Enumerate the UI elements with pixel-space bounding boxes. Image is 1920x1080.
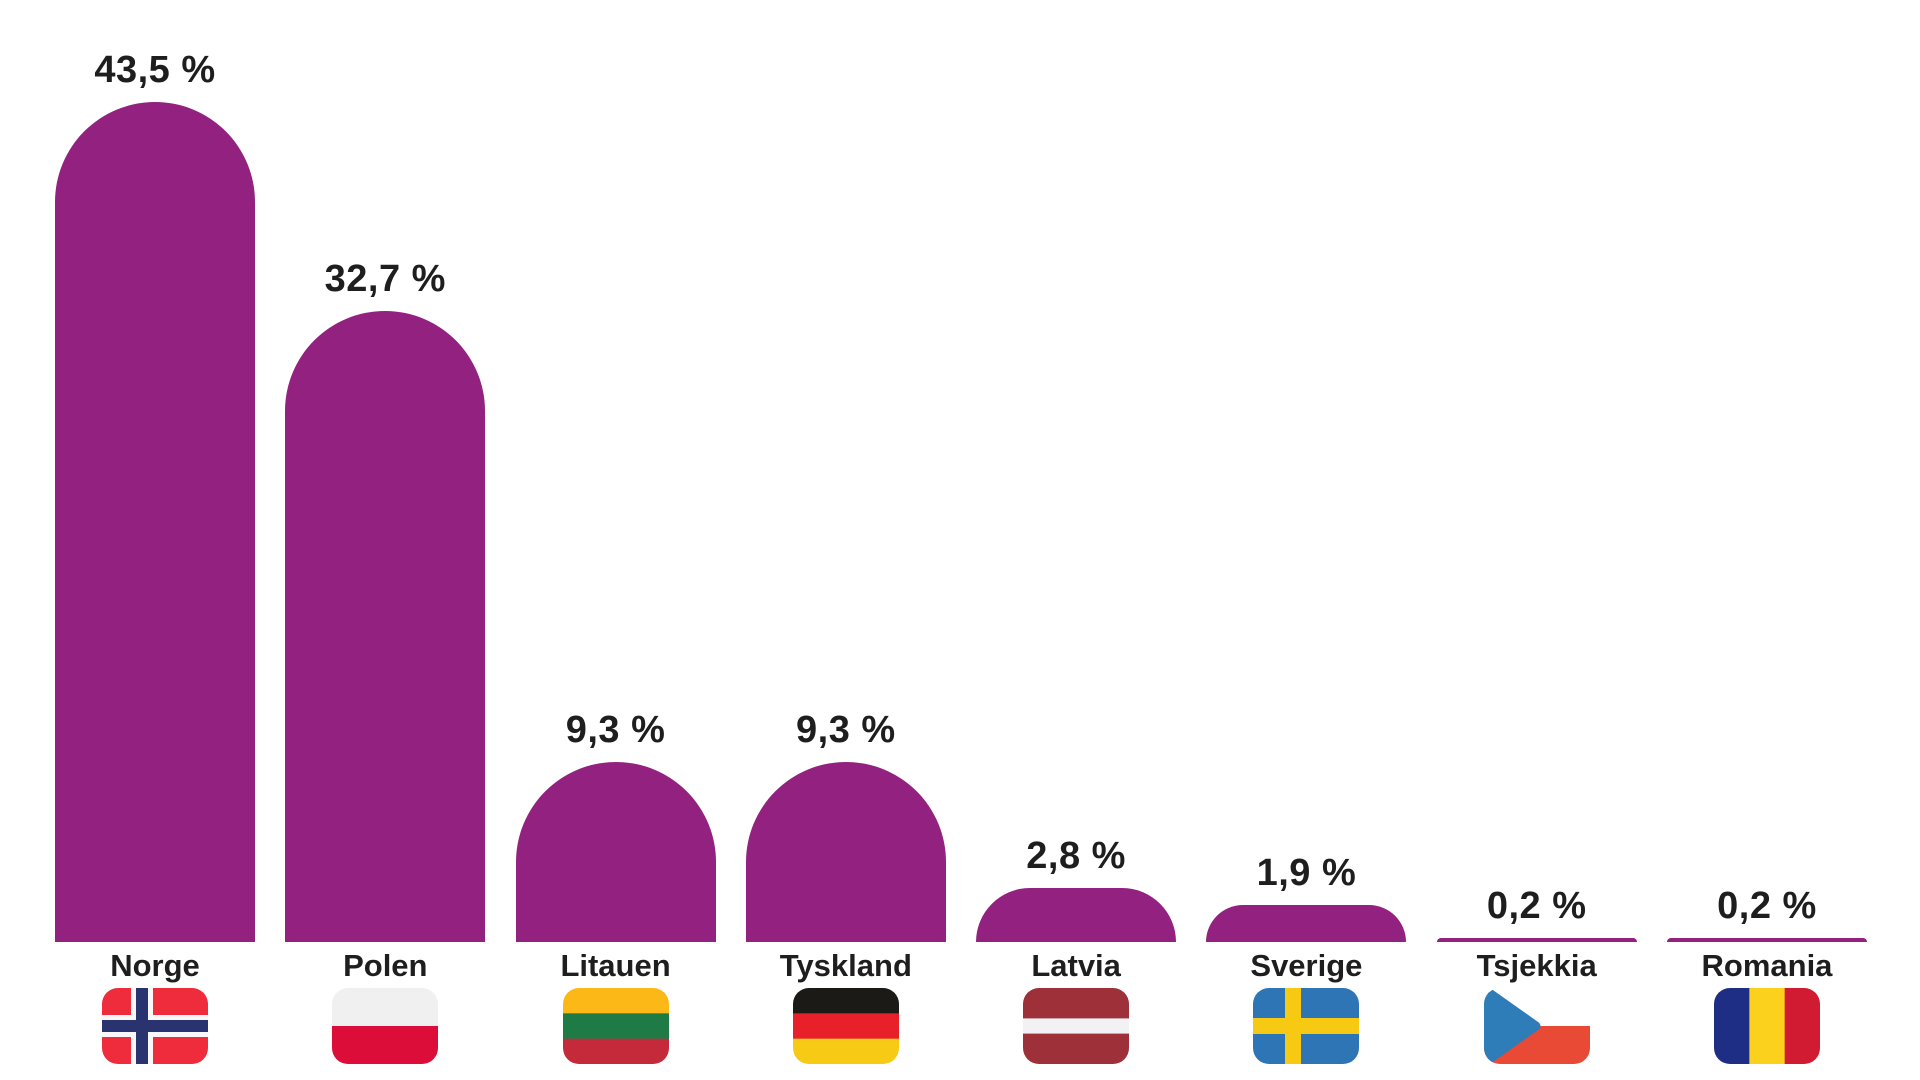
bar-column-tsjekkia: 0,2 % Tsjekkia bbox=[1436, 0, 1637, 1080]
bar-column-norge: 43,5 % Norge bbox=[55, 0, 255, 1080]
bar-value-label-sverige: 1,9 % bbox=[1256, 852, 1357, 895]
bar-column-romania: 0,2 % Romania bbox=[1666, 0, 1867, 1080]
flag-czechia-icon bbox=[1483, 988, 1590, 1064]
bar-column-sverige: 1,9 % Sverige bbox=[1206, 0, 1407, 1080]
flag-romania-icon bbox=[1713, 988, 1820, 1064]
flag-germany-icon bbox=[792, 988, 899, 1064]
bar-value-label-polen: 32,7 % bbox=[324, 258, 446, 301]
flag-norway-svg bbox=[102, 988, 208, 1064]
bar-chart: 43,5 % Norge 32,7 % Polen 9,3 % Litauen 9,3 % T… bbox=[55, 0, 1867, 1080]
flag-sweden-svg bbox=[1253, 988, 1360, 1064]
bar-romania bbox=[1666, 938, 1867, 942]
bar-category-label-latvia: Latvia bbox=[1031, 948, 1121, 983]
bar-value-label-norge: 43,5 % bbox=[94, 49, 216, 92]
bar-category-label-tyskland: Tyskland bbox=[779, 948, 912, 983]
bar-column-tyskland: 9,3 % Tyskland bbox=[745, 0, 946, 1080]
flag-poland-svg bbox=[332, 988, 439, 1064]
bar-polen bbox=[285, 311, 486, 942]
bar-tsjekkia bbox=[1436, 938, 1637, 942]
bar-value-label-litauen: 9,3 % bbox=[565, 709, 666, 752]
flag-romania-svg bbox=[1713, 988, 1820, 1064]
bar-category-label-tsjekkia: Tsjekkia bbox=[1476, 948, 1597, 983]
flag-poland-icon bbox=[332, 988, 439, 1064]
bar-category-label-romania: Romania bbox=[1701, 948, 1833, 983]
bar-value-label-latvia: 2,8 % bbox=[1026, 835, 1126, 878]
flag-lithuania-icon bbox=[562, 988, 669, 1064]
bar-litauen bbox=[515, 762, 716, 942]
flag-czechia-svg bbox=[1483, 988, 1590, 1064]
flag-lithuania-svg bbox=[562, 988, 669, 1064]
flag-sweden-icon bbox=[1253, 988, 1360, 1064]
bar-value-label-romania: 0,2 % bbox=[1717, 885, 1817, 928]
bar-column-latvia: 2,8 % Latvia bbox=[976, 0, 1177, 1080]
bar-norge bbox=[55, 102, 255, 942]
bar-category-label-polen: Polen bbox=[343, 948, 428, 983]
bar-category-label-norge: Norge bbox=[110, 948, 200, 983]
bar-column-litauen: 9,3 % Litauen bbox=[515, 0, 716, 1080]
bar-value-label-tyskland: 9,3 % bbox=[796, 709, 896, 752]
bar-latvia bbox=[976, 888, 1177, 942]
flag-latvia-svg bbox=[1023, 988, 1130, 1064]
flag-latvia-icon bbox=[1023, 988, 1130, 1064]
bar-tyskland bbox=[745, 762, 946, 942]
bar-category-label-litauen: Litauen bbox=[560, 948, 671, 983]
bar-column-polen: 32,7 % Polen bbox=[285, 0, 486, 1080]
bar-sverige bbox=[1206, 905, 1407, 942]
bar-value-label-tsjekkia: 0,2 % bbox=[1486, 885, 1587, 928]
flag-norway-icon bbox=[102, 988, 208, 1064]
bar-category-label-sverige: Sverige bbox=[1250, 948, 1363, 983]
flag-germany-svg bbox=[792, 988, 899, 1064]
